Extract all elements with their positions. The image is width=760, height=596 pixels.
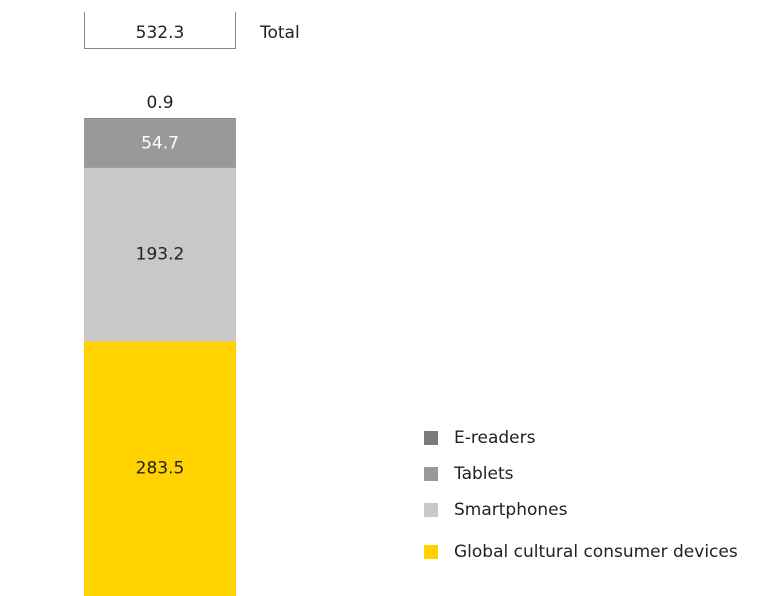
- bar-segment: [84, 341, 236, 596]
- total-box: [84, 12, 236, 49]
- data-label: 193.2: [136, 245, 185, 265]
- bar-segment: [84, 118, 236, 168]
- legend-label: Smartphones: [454, 500, 568, 520]
- legend-swatch: [424, 467, 438, 481]
- legend-swatch: [424, 431, 438, 445]
- data-label: 54.7: [141, 133, 179, 153]
- total-label: Total: [259, 23, 300, 43]
- bar-segment: [84, 118, 236, 119]
- legend-label: E-readers: [454, 428, 536, 448]
- total-value: 532.3: [136, 23, 185, 43]
- legend-swatch: [424, 545, 438, 559]
- data-label: 283.5: [136, 459, 185, 479]
- legend-label: Tablets: [453, 464, 514, 484]
- legend-label: Global cultural consumer devices: [454, 542, 738, 562]
- data-label: 0.9: [146, 93, 173, 113]
- bar-segment: [84, 167, 236, 342]
- legend-swatch: [424, 503, 438, 517]
